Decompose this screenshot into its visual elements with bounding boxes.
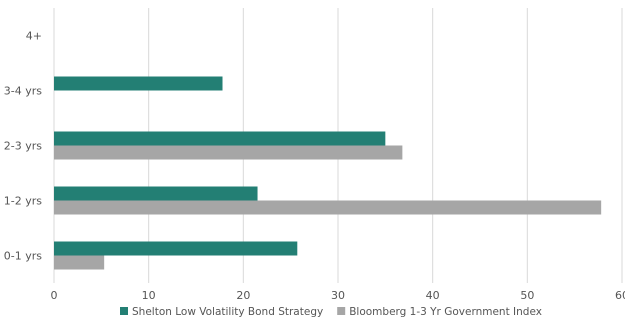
x-tick-label-60: 60 — [615, 289, 625, 302]
bar-shelton-3-4-yrs — [54, 76, 223, 91]
y-category-label: 1-2 yrs — [4, 195, 42, 208]
legend-swatch-bloomberg — [337, 307, 346, 315]
bar-shelton-2-3-yrs — [54, 131, 386, 146]
y-category-label: 4+ — [26, 30, 42, 43]
x-tick-label-0: 0 — [51, 289, 58, 302]
y-category-label: 2-3 yrs — [4, 140, 42, 153]
bar-bloomberg-2-3-yrs — [54, 145, 403, 160]
x-tick-label-50: 50 — [520, 289, 534, 302]
legend-label-shelton: Shelton Low Volatility Bond Strategy — [132, 306, 323, 318]
y-category-label: 3-4 yrs — [4, 85, 42, 98]
x-tick-label-10: 10 — [142, 289, 156, 302]
legend-swatch-shelton — [120, 307, 128, 315]
bar-shelton-1-2-yrs — [54, 186, 258, 201]
x-tick-label-20: 20 — [236, 289, 250, 302]
legend-label-bloomberg: Bloomberg 1-3 Yr Government Index — [349, 306, 542, 318]
bar-bloomberg-1-2-yrs — [54, 200, 602, 215]
x-tick-label-40: 40 — [426, 289, 440, 302]
y-category-label: 0-1 yrs — [4, 250, 42, 263]
bar-shelton-0-1-yrs — [54, 241, 298, 256]
bar-bloomberg-0-1-yrs — [54, 255, 105, 270]
x-tick-label-30: 30 — [331, 289, 345, 302]
